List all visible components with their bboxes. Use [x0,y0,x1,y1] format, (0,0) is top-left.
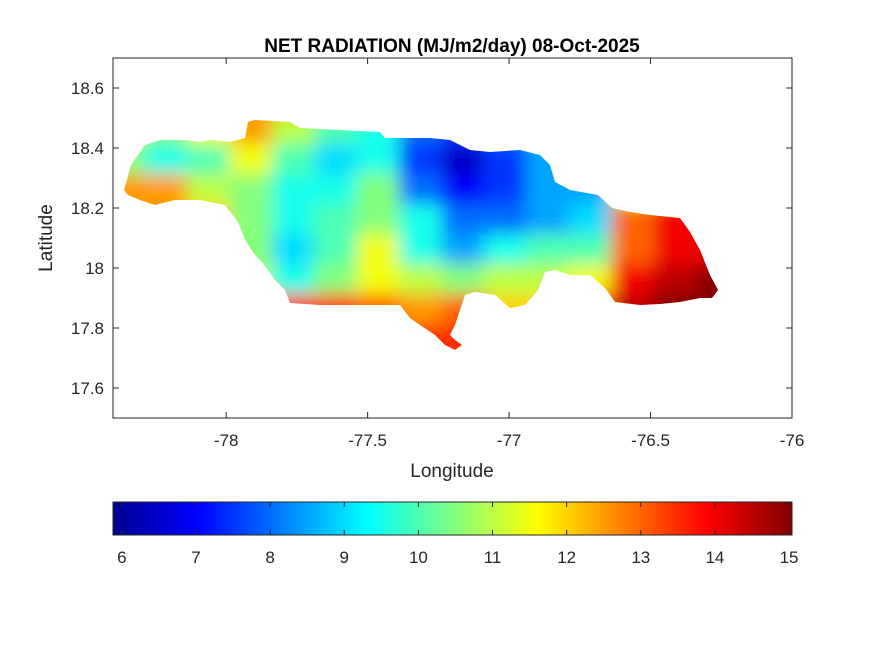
x-tick-label: -77.5 [348,431,387,450]
x-tick-label: -77 [497,431,522,450]
y-tick-label: 18.6 [71,79,104,98]
y-tick-label: 18.4 [71,139,104,158]
y-tick-label: 18 [85,259,104,278]
x-tick-label: -78 [214,431,239,450]
colorbar-tick-label: 7 [191,548,200,567]
colorbar-tick-label: 6 [117,548,126,567]
colorbar-tick-label: 14 [705,548,724,567]
x-axis-label: Longitude [410,461,493,482]
x-tick-label: -76.5 [631,431,670,450]
colorbar-ticks: 6 7 8 9 10 11 12 13 14 15 [117,502,798,567]
y-axis-label: Latitude [36,204,57,272]
y-tick-label: 17.6 [71,379,104,398]
colorbar-tick-label: 15 [780,548,799,567]
colorbar-tick-label: 12 [557,548,576,567]
y-tick-label: 17.8 [71,319,104,338]
colorbar-tick-label: 13 [631,548,650,567]
colorbar-tick-label: 9 [340,548,349,567]
colorbar-tick-label: 10 [409,548,428,567]
y-tick-label: 18.2 [71,199,104,218]
axes: -78 -77.5 -77 -76.5 -76 17.6 17.8 18 18.2 18.4 18.… [71,58,804,450]
colorbar-tick-label: 8 [265,548,274,567]
chart-title: NET RADIATION (MJ/m2/day) 08-Oct-2025 [264,36,640,57]
x-tick-label: -76 [780,431,805,450]
colorbar-tick-label: 11 [484,548,502,567]
colorbar [112,501,793,536]
